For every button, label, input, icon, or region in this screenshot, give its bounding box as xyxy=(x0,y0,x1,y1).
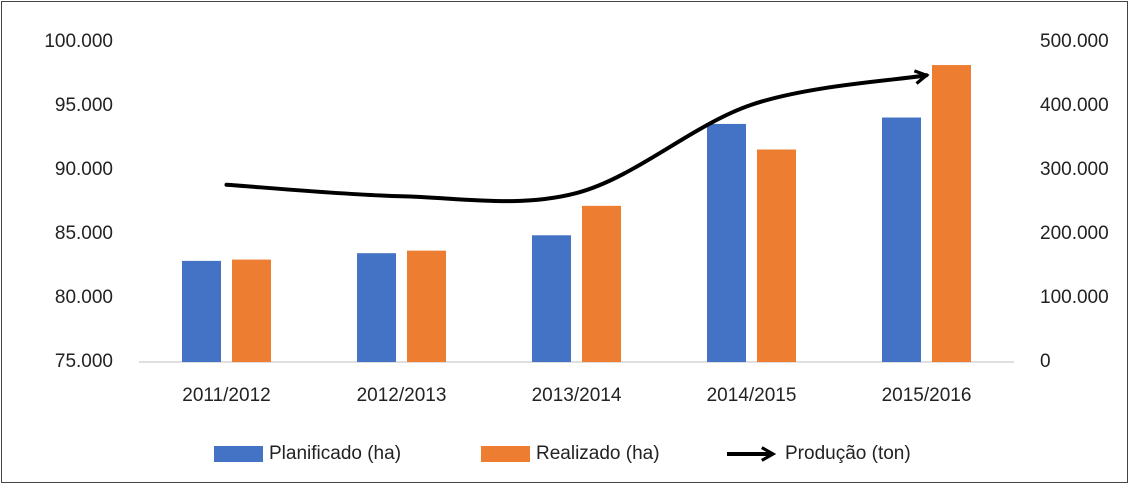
y2-tick-label: 500.000 xyxy=(1040,31,1109,52)
line xyxy=(224,69,930,204)
bar xyxy=(357,253,396,362)
y-tick-label: 90.000 xyxy=(55,159,113,180)
bar xyxy=(882,117,921,363)
x-tick-label: 2014/2015 xyxy=(707,385,797,406)
y2-tick-label: 300.000 xyxy=(1040,159,1109,180)
bar xyxy=(757,149,796,362)
x-tick-label: 2013/2014 xyxy=(532,385,622,406)
y2-tick-label: 400.000 xyxy=(1040,95,1109,116)
legend-swatch xyxy=(481,446,530,462)
y-tick-label: 75.000 xyxy=(55,351,113,372)
legend-label: Planificado (ha) xyxy=(269,443,401,464)
y2-tick-label: 200.000 xyxy=(1040,223,1109,244)
bar xyxy=(707,123,746,362)
x-tick-label: 2011/2012 xyxy=(182,385,270,406)
bar xyxy=(532,235,571,362)
y-tick-label: 95.000 xyxy=(55,95,113,116)
y2-tick-label: 100.000 xyxy=(1040,287,1109,308)
legend-label: Produção (ton) xyxy=(785,443,911,464)
y-tick-label: 100.000 xyxy=(44,31,113,52)
bar xyxy=(407,250,446,362)
y-tick-label: 80.000 xyxy=(55,287,113,308)
x-tick-label: 2012/2013 xyxy=(357,385,447,406)
bar xyxy=(932,65,971,362)
x-tick-label: 2015/2016 xyxy=(882,385,972,406)
y-tick-label: 85.000 xyxy=(55,223,113,244)
legend-swatch xyxy=(214,446,263,462)
bar xyxy=(232,259,271,362)
y2-tick-label: 0 xyxy=(1040,351,1051,372)
bar xyxy=(182,260,221,362)
bar xyxy=(582,205,621,362)
legend-label: Realizado (ha) xyxy=(536,443,660,464)
